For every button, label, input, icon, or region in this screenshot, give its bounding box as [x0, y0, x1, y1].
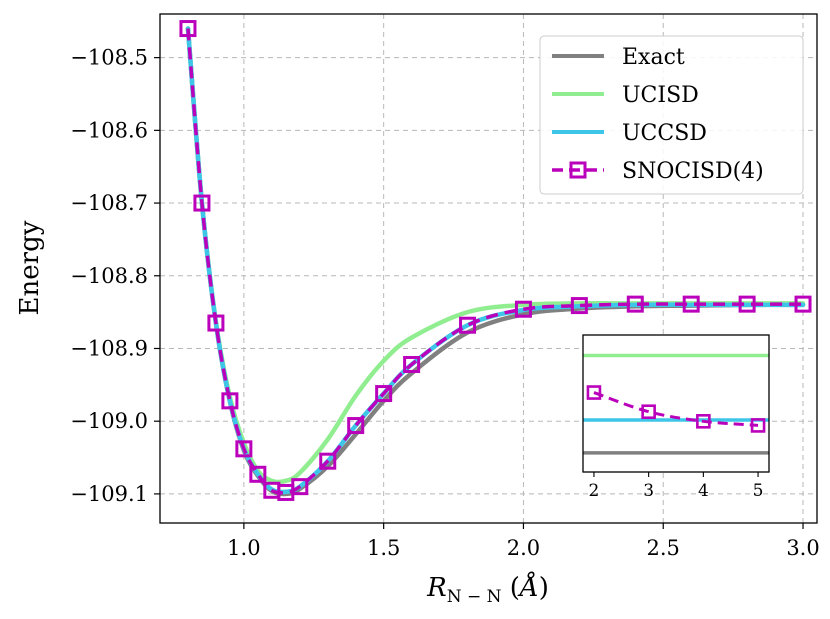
axis-ticks: 1.0 1.5 2.0 2.5 3.0 −108.5 −108.6 −108.7 −108.8 −… — [70, 46, 819, 560]
y-tick-label: −109.0 — [70, 409, 148, 433]
series-lines — [185, 26, 806, 497]
legend-box — [539, 35, 804, 195]
y-tick-label: −108.8 — [70, 264, 148, 288]
legend-label-ucisd: UCISD — [622, 83, 699, 108]
grid-lines — [160, 14, 817, 523]
data-point-snocisd — [375, 385, 393, 403]
y-tick-label: −108.7 — [70, 191, 148, 215]
series-line-snocisd — [186, 28, 804, 495]
legend-label-snocisd: SNOCISD(4) — [622, 159, 764, 184]
data-point-snocisd — [682, 295, 700, 313]
x-tick-label: 2.5 — [647, 536, 680, 560]
data-point-snocisd — [193, 194, 211, 212]
x-axis-title-open: ( — [502, 573, 520, 603]
y-tick-label: −108.9 — [70, 336, 148, 360]
data-point-snocisd — [459, 316, 477, 334]
x-tick-label: 3.0 — [786, 536, 819, 560]
inset-background — [583, 335, 769, 472]
inset-series — [583, 353, 769, 455]
inset-data-point-snocisd — [750, 418, 766, 433]
x-tick-label: 1.0 — [227, 536, 260, 560]
x-axis-title: RN − N (Å) — [426, 571, 549, 607]
data-point-snocisd — [626, 295, 644, 313]
y-tick-label: −109.1 — [70, 482, 148, 506]
inset-frame — [582, 334, 770, 473]
inset-ticks: 2 3 4 5 — [589, 472, 764, 501]
inset-line-snocisd — [593, 391, 759, 427]
inset-data-point-snocisd — [641, 404, 656, 420]
data-point-snocisd — [207, 314, 225, 332]
inset-x-tick-label: 4 — [698, 481, 709, 501]
x-tick-label: 2.0 — [507, 536, 540, 560]
data-point-snocisd — [403, 355, 421, 373]
y-axis-title: Energy — [15, 220, 45, 315]
x-axis-title-unit: Å — [517, 571, 539, 603]
legend-marker-snocisd — [569, 161, 587, 179]
plot-frame — [159, 13, 818, 524]
data-point-snocisd — [738, 295, 756, 313]
inset-x-tick-label: 2 — [589, 481, 600, 501]
inset-x-tick-label: 3 — [643, 481, 654, 501]
inset-data-point-snocisd — [586, 385, 602, 400]
inset-chart: 2 3 4 5 — [582, 334, 770, 501]
data-point-snocisd — [347, 417, 365, 435]
data-point-snocisd — [221, 392, 239, 410]
legend-label-exact: Exact — [622, 45, 685, 70]
data-point-snocisd — [249, 465, 267, 483]
y-tick-label: −108.6 — [70, 118, 148, 142]
inset-data-point-snocisd — [696, 414, 711, 429]
data-point-snocisd — [794, 295, 812, 313]
y-tick-label: −108.5 — [70, 46, 148, 70]
legend: Exact UCISD UCCSD SNOCISD(4) — [539, 35, 804, 195]
x-axis-title-sub: N − N — [447, 587, 502, 607]
data-point-snocisd — [319, 452, 337, 470]
series-markers — [179, 20, 812, 501]
data-point-snocisd — [570, 297, 588, 315]
x-tick-label: 1.5 — [367, 536, 400, 560]
data-point-snocisd — [514, 300, 532, 318]
data-point-snocisd — [291, 478, 309, 496]
data-point-snocisd — [235, 440, 253, 458]
data-point-snocisd — [179, 20, 197, 38]
legend-label-uccsd: UCCSD — [622, 121, 707, 146]
x-axis-title-close: ) — [539, 573, 549, 603]
inset-x-tick-label: 5 — [753, 481, 764, 501]
x-axis-title-main: R — [426, 573, 447, 603]
